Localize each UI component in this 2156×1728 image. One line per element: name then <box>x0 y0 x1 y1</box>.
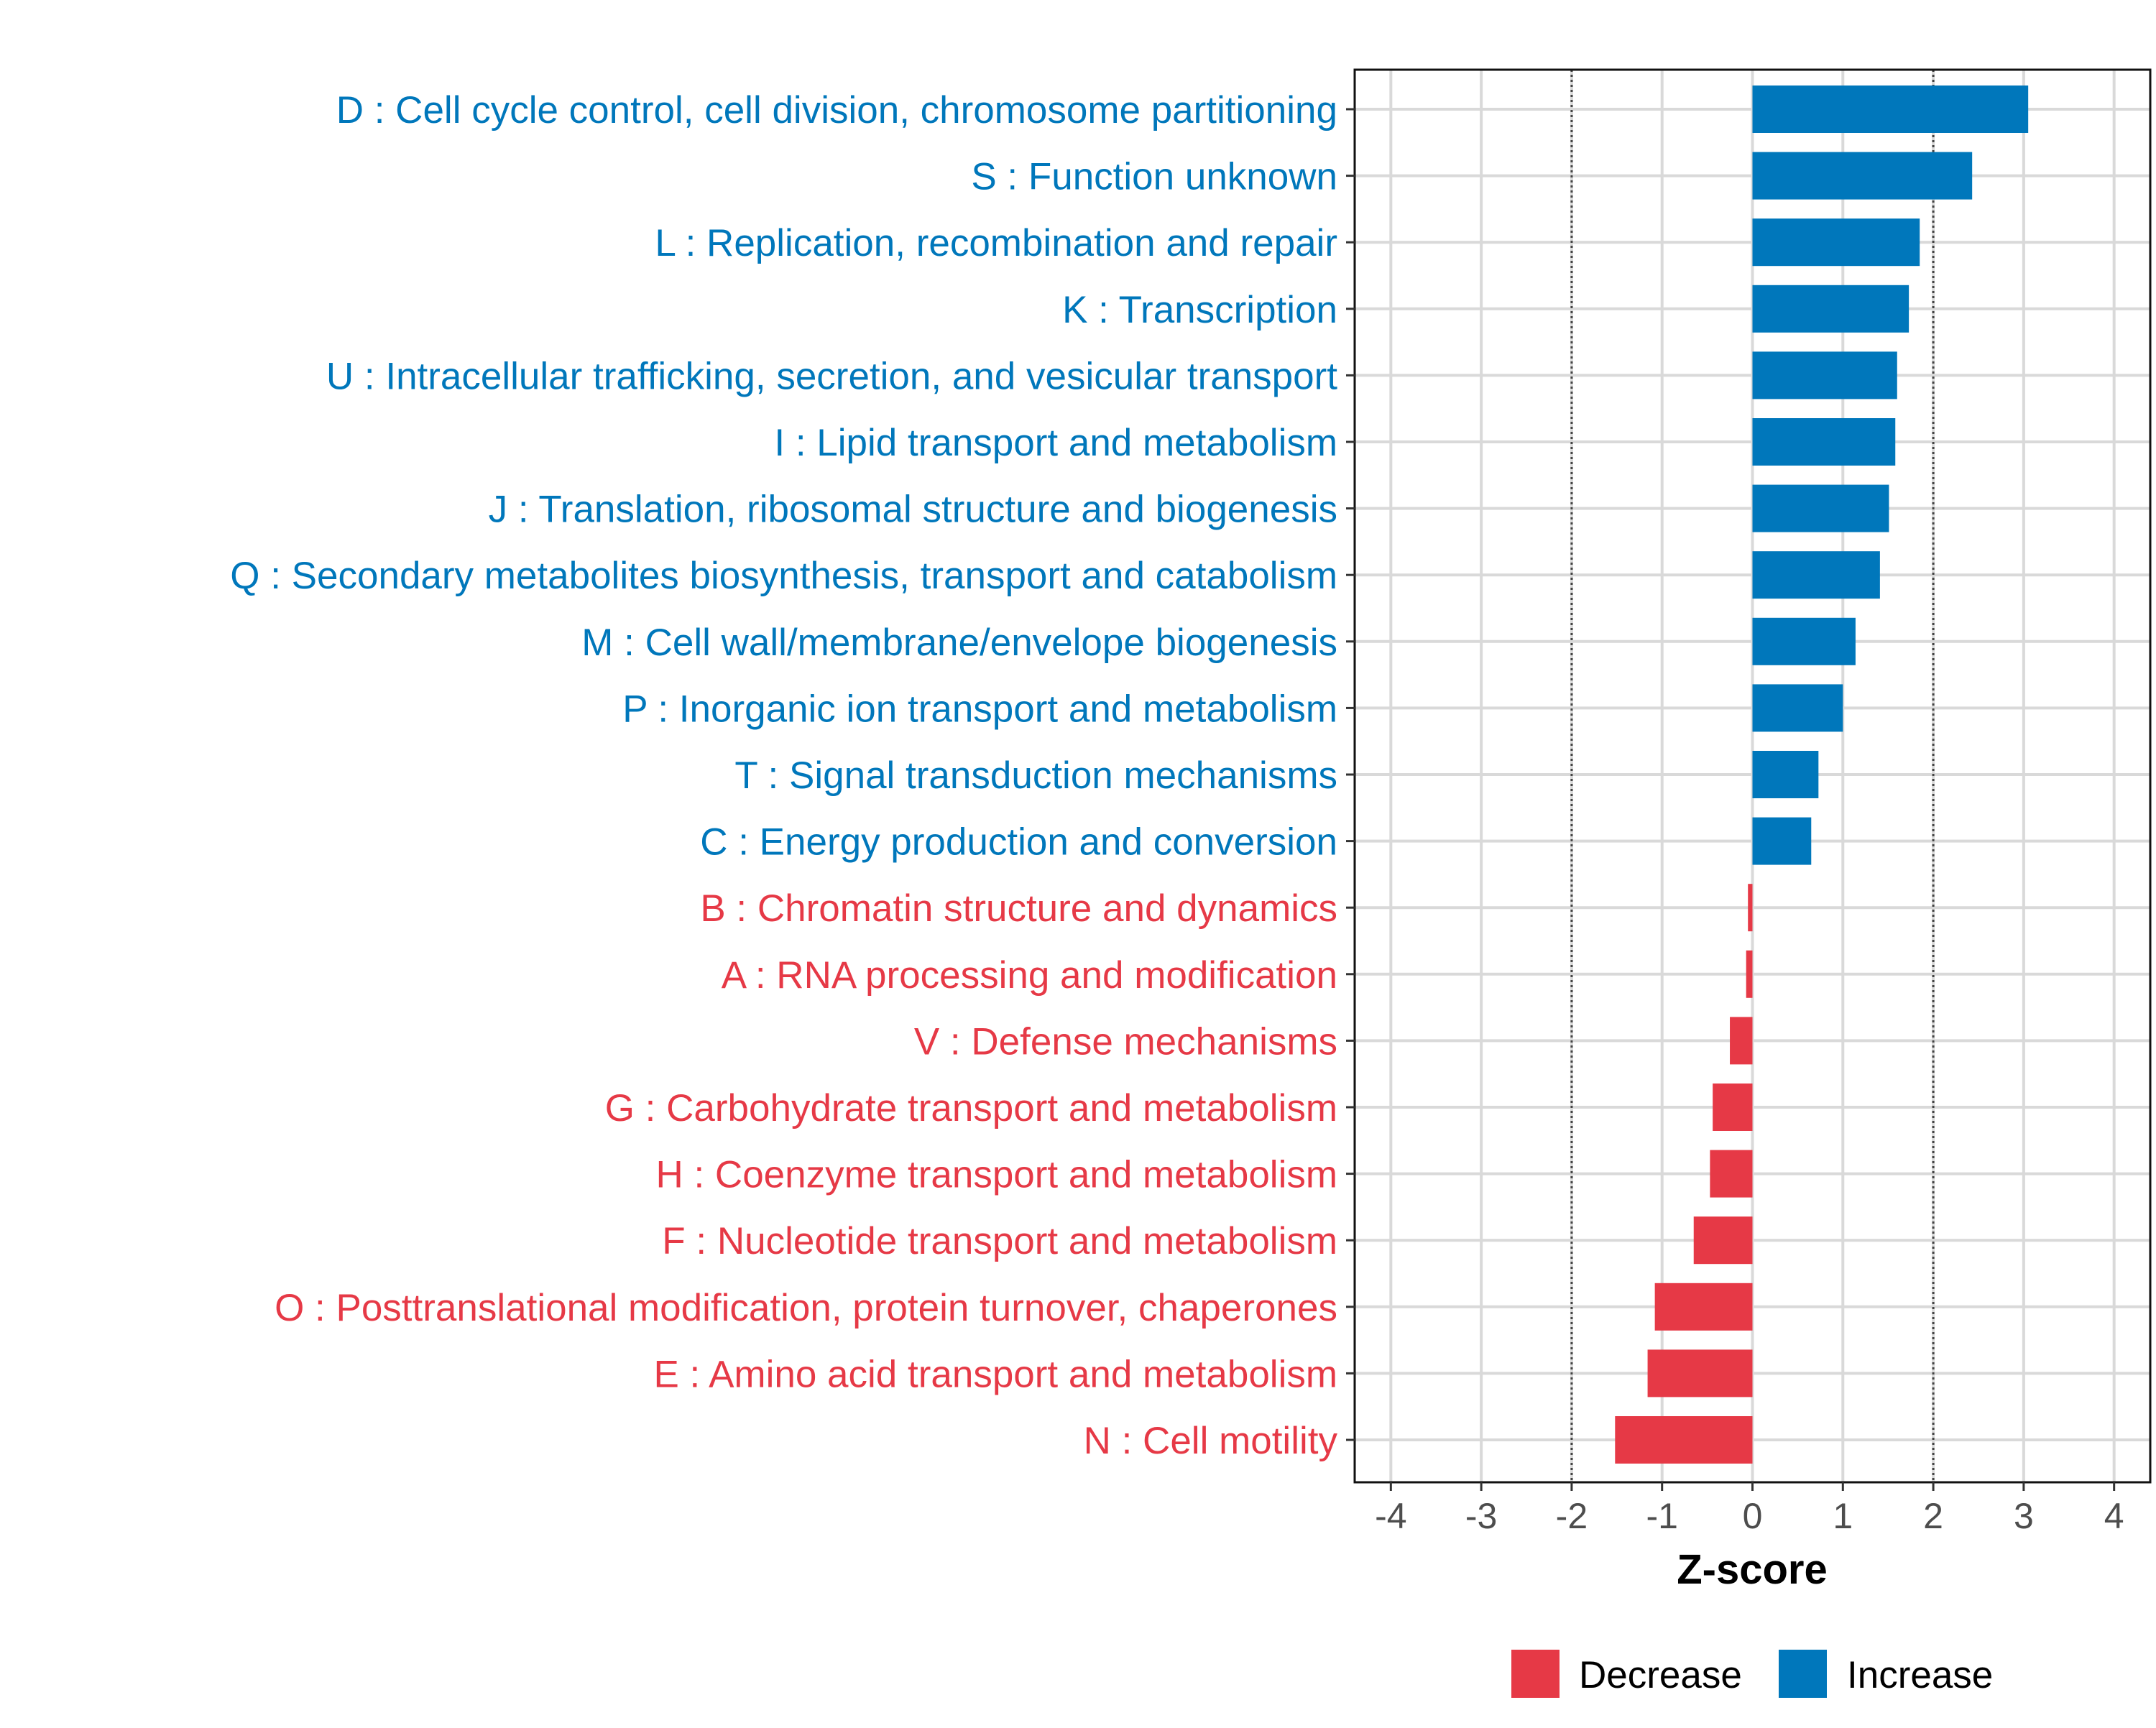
x-ticks: -4 -3 -2 -1 0 1 2 3 4 <box>1375 1482 2124 1536</box>
y-tick-label: U : Intracellular trafficking, secretion… <box>326 355 1337 397</box>
x-tick-label: 0 <box>1743 1496 1763 1536</box>
x-tick-label: 4 <box>2104 1496 2124 1536</box>
y-tick-label: V : Defense mechanisms <box>914 1020 1337 1063</box>
bar <box>1752 418 1896 466</box>
bar <box>1752 817 1812 865</box>
y-tick-label: Q : Secondary metabolites biosynthesis, … <box>230 555 1337 597</box>
y-tick-label: S : Function unknown <box>971 156 1337 198</box>
y-tick-label: P : Inorganic ion transport and metaboli… <box>622 688 1337 730</box>
bar <box>1730 1017 1753 1065</box>
bar <box>1752 751 1819 798</box>
legend-key <box>1779 1650 1827 1698</box>
y-tick-label: T : Signal transduction mechanisms <box>734 754 1337 797</box>
y-ticks: D : Cell cycle control, cell division, c… <box>230 89 1355 1462</box>
bar <box>1752 351 1897 399</box>
reference-lines <box>1570 70 1935 1482</box>
y-tick-label: A : RNA processing and modification <box>722 954 1337 997</box>
y-tick-label: B : Chromatin structure and dynamics <box>700 887 1337 930</box>
x-tick-label: -3 <box>1465 1496 1497 1536</box>
y-tick-label: G : Carbohydrate transport and metabolis… <box>605 1087 1337 1129</box>
y-tick-label: D : Cell cycle control, cell division, c… <box>336 89 1337 131</box>
bar <box>1752 617 1856 665</box>
x-tick-label: -2 <box>1556 1496 1588 1536</box>
bar <box>1748 884 1753 932</box>
bar <box>1693 1216 1753 1265</box>
legend-label: Increase <box>1847 1654 1993 1696</box>
y-tick-label: L : Replication, recombination and repai… <box>655 222 1337 264</box>
bar <box>1654 1283 1753 1331</box>
y-tick-label: K : Transcription <box>1062 289 1337 331</box>
y-tick-label: H : Coenzyme transport and metabolism <box>655 1154 1337 1196</box>
y-tick-label: N : Cell motility <box>1084 1420 1338 1462</box>
y-tick-label: E : Amino acid transport and metabolism <box>653 1353 1337 1395</box>
bar <box>1752 484 1889 532</box>
y-tick-label: O : Posttranslational modification, prot… <box>275 1287 1337 1329</box>
bar <box>1752 684 1843 732</box>
x-tick-label: -4 <box>1375 1496 1406 1536</box>
bar <box>1752 152 1973 200</box>
bar <box>1713 1084 1753 1131</box>
legend-label: Decrease <box>1579 1654 1742 1696</box>
x-tick-label: 3 <box>2014 1496 2034 1536</box>
bars <box>1615 86 2029 1464</box>
bar <box>1752 285 1909 333</box>
y-tick-label: F : Nucleotide transport and metabolism <box>662 1220 1337 1262</box>
bar <box>1752 551 1880 599</box>
y-tick-label: C : Energy production and conversion <box>700 821 1337 864</box>
bar <box>1647 1349 1753 1397</box>
bar <box>1615 1416 1753 1464</box>
x-tick-label: 1 <box>1833 1496 1853 1536</box>
y-tick-label: M : Cell wall/membrane/envelope biogenes… <box>581 622 1337 664</box>
x-tick-label: -1 <box>1646 1496 1677 1536</box>
bar <box>1746 950 1753 998</box>
legend-key <box>1511 1650 1560 1698</box>
y-tick-label: J : Translation, ribosomal structure and… <box>489 489 1337 531</box>
legend: Decrease Increase <box>1511 1650 1993 1698</box>
x-axis-label: Z-score <box>1677 1546 1828 1593</box>
bar <box>1752 86 2029 133</box>
bar <box>1710 1150 1753 1198</box>
y-tick-label: I : Lipid transport and metabolism <box>774 422 1337 464</box>
x-tick-label: 2 <box>1923 1496 1943 1536</box>
bar <box>1752 218 1920 267</box>
